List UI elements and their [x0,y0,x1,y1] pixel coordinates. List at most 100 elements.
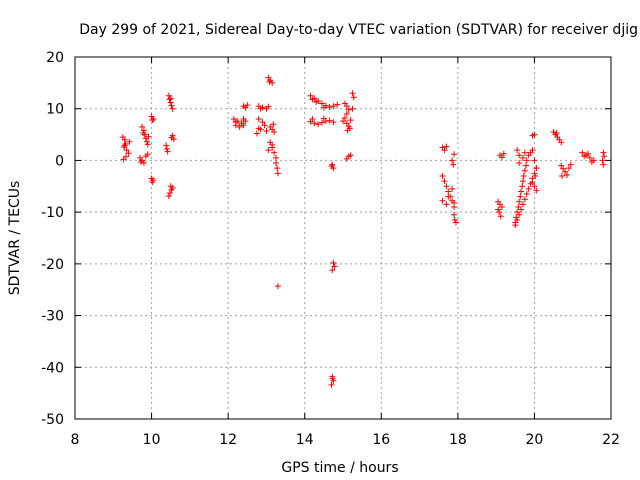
data-point [340,118,346,125]
data-point [521,167,528,174]
data-point [309,116,316,123]
data-point [516,160,523,167]
data-point [450,161,457,168]
data-point [518,206,525,213]
data-point [165,193,172,200]
data-point [445,193,452,200]
data-point [255,125,262,132]
data-point [320,104,327,111]
data-point [519,154,526,161]
data-point [517,193,524,200]
data-point [330,119,337,126]
data-point [142,135,149,142]
data-point [588,158,595,165]
data-point [514,216,521,223]
data-point [328,381,335,388]
data-point [581,153,588,160]
data-point [318,119,325,126]
data-point [120,156,127,163]
data-point [531,170,538,177]
data-point [163,142,170,149]
data-point [269,141,276,148]
data-point [329,161,336,168]
data-point [343,120,350,127]
data-point [265,147,272,154]
data-point [531,131,538,138]
data-point [315,121,322,128]
data-point [441,178,448,185]
data-point [140,160,147,167]
data-point [553,130,560,137]
data-point [523,191,530,198]
data-point [439,172,446,179]
data-point [330,103,337,110]
data-point [525,185,532,192]
data-point [443,143,450,150]
data-point [529,147,536,154]
data-point [451,211,458,218]
data-point [518,188,525,195]
data-point [269,79,276,86]
data-point [585,150,592,157]
data-point [601,153,608,160]
data-point [230,116,237,123]
data-point [123,147,130,154]
data-point [273,160,279,167]
data-point [274,170,281,177]
data-point [240,122,247,129]
data-point [350,94,357,101]
y-tick-label: 0 [55,153,64,169]
data-point [521,149,528,156]
data-point [441,147,448,154]
y-tick-label: -20 [41,257,64,273]
data-point [500,150,507,157]
data-point [341,115,348,122]
data-point [451,216,458,223]
data-point [347,117,354,124]
y-tick-label: -40 [41,360,64,376]
data-point [313,98,320,105]
data-point [349,105,356,112]
data-point [439,197,446,204]
data-point [139,123,145,130]
data-point [563,171,570,178]
x-tick-label: 10 [143,432,161,448]
data-point [329,375,336,382]
data-point [496,209,503,216]
data-point [349,90,356,97]
data-point [519,183,526,190]
data-point [255,116,262,123]
data-point [144,151,151,158]
data-point [271,128,278,135]
x-tick-label: 16 [372,432,390,448]
data-point [318,100,325,107]
data-point [523,162,530,169]
data-point [515,203,522,210]
data-points [119,74,608,388]
data-point [150,177,157,184]
data-point [329,267,336,274]
data-point [257,105,264,112]
data-point [320,115,327,122]
data-point [148,175,155,182]
data-point [443,183,450,190]
data-point [168,134,175,141]
data-point [126,138,133,145]
data-point [498,203,505,210]
y-tick-label: 10 [46,102,64,118]
data-point [558,139,565,146]
data-point [579,149,586,156]
x-tick-label: 14 [296,432,314,448]
data-point [443,201,450,208]
data-point [125,150,132,157]
data-point [451,151,458,158]
data-point [309,96,316,103]
x-tick-label: 22 [602,432,620,448]
data-point [343,155,350,162]
data-point [253,130,260,137]
data-point [346,125,353,132]
data-point [449,185,456,192]
y-tick-label: -50 [41,412,64,428]
data-point [452,219,459,226]
